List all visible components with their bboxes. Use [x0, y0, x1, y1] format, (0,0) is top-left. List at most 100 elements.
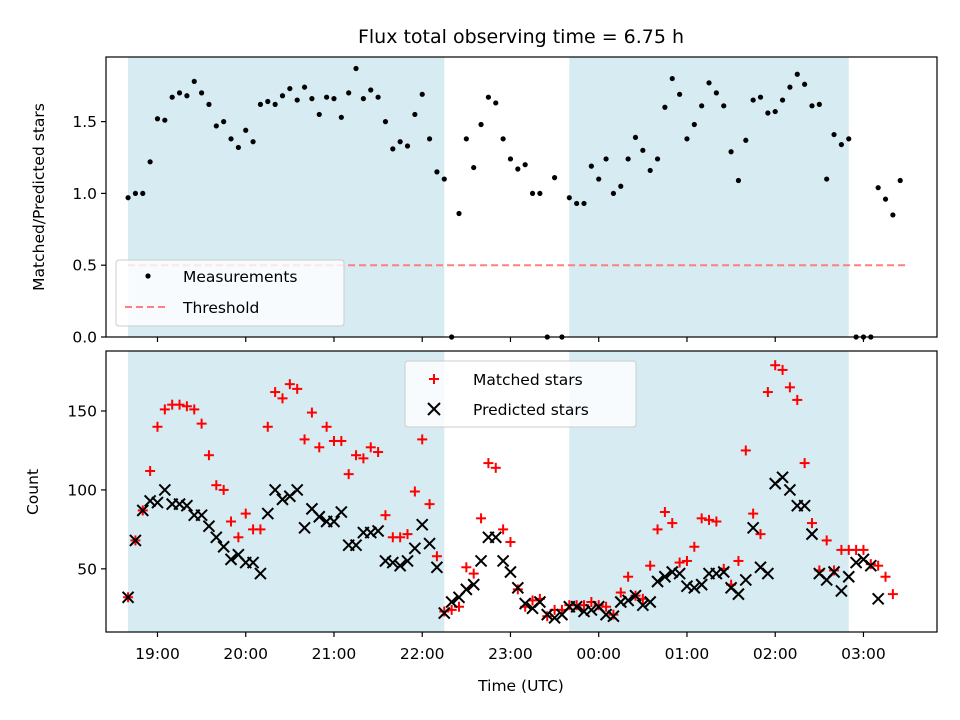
top-x-ticks [156, 337, 865, 342]
matched-point [704, 514, 715, 525]
measurement-point [404, 143, 411, 149]
bottom-axes-frame [105, 350, 938, 633]
matched-point [321, 421, 332, 432]
predicted-point [290, 483, 304, 497]
measurement-point [309, 96, 315, 102]
measurement-point [176, 90, 183, 96]
x-tick-label: 20:00 [223, 645, 268, 663]
measurement-point [206, 101, 212, 107]
predicted-point [717, 565, 730, 579]
x-axis-label: Time (UTC) [477, 677, 564, 695]
predicted-point [842, 570, 855, 583]
matched-point [351, 450, 362, 461]
measurement-point [456, 210, 462, 217]
measurement-point [831, 131, 837, 138]
matched-point [181, 401, 192, 412]
matched-point [615, 587, 626, 598]
predicted-point [629, 589, 642, 602]
bottom-legend-box [404, 360, 637, 428]
measurement-point [191, 78, 197, 85]
predicted-point [614, 595, 627, 609]
predicted-point [541, 608, 554, 621]
measurement-point [426, 136, 433, 142]
measurement-point [647, 167, 653, 174]
predicted-point [298, 521, 311, 535]
predicted-point [680, 580, 694, 593]
matched-point [667, 518, 678, 529]
measurement-point [816, 101, 822, 107]
matched-point [306, 407, 317, 418]
bottom-panel: 50 100 150 19:00 20:00 21:00 22:00 23:00 00:00 0… [24, 350, 938, 695]
matched-point [645, 560, 656, 571]
matched-point [777, 364, 788, 375]
matched-point [417, 434, 428, 445]
measurement-point [529, 190, 536, 197]
matched-point [299, 434, 310, 445]
predicted-point [423, 537, 436, 550]
predicted-point [393, 559, 407, 572]
x-tick-label: 00:00 [576, 645, 621, 663]
x-tick-label: 23:00 [488, 645, 533, 663]
measurement-point [301, 84, 308, 90]
measurement-point [522, 162, 528, 168]
matched-point [196, 418, 207, 429]
top-panel: 0.0 0.5 1.0 1.5 Matched/Predicted stars Mea… [30, 56, 938, 347]
matched-point [696, 513, 707, 524]
x-tick-label: 03:00 [841, 645, 886, 663]
measurement-point [537, 190, 543, 197]
chart-title: Flux total observing time = 6.75 h [358, 26, 684, 48]
measurement-point [677, 91, 683, 97]
matched-point [358, 453, 369, 464]
predicted-point [254, 567, 267, 580]
matched-point [431, 551, 442, 562]
measurement-point [294, 97, 300, 103]
measurement-point [875, 185, 881, 191]
measurement-point [772, 108, 778, 115]
measurement-point [632, 134, 639, 141]
matched-point [402, 529, 413, 540]
measurement-point [809, 103, 815, 109]
matched-point [784, 382, 795, 393]
measurement-point [397, 139, 403, 145]
x-tick-label: 01:00 [665, 645, 710, 663]
predicted-point [349, 538, 363, 552]
matched-point [858, 544, 869, 555]
measurement-point [478, 121, 484, 128]
bottom-x-ticks: 19:00 20:00 21:00 22:00 23:00 00:00 01:00 02:00… [135, 632, 886, 663]
predicted-point [504, 565, 517, 579]
measurement-point [596, 176, 602, 182]
measurement-point [382, 119, 389, 125]
measurement-point [257, 101, 264, 107]
predicted-point [246, 556, 260, 569]
measurement-point [463, 136, 469, 142]
measurement-point [154, 116, 161, 122]
predicted-point [180, 499, 194, 512]
measurement-point [500, 136, 506, 142]
measurement-point [221, 119, 227, 125]
predicted-point [129, 534, 142, 547]
measurement-point [140, 190, 146, 197]
measurement-point [162, 117, 168, 123]
matched-point [887, 589, 898, 600]
measurement-point [199, 90, 205, 96]
predicted-point [621, 594, 635, 607]
measurement-point [316, 111, 322, 118]
predicted-point [210, 531, 223, 544]
measurement-point [507, 156, 514, 162]
predicted-point [548, 611, 561, 624]
measurement-point [493, 100, 499, 106]
predicted-point [445, 595, 458, 609]
measurement-point [603, 156, 609, 162]
predicted-point [496, 554, 510, 568]
measurement-point [691, 121, 697, 128]
predicted-point [158, 483, 172, 497]
bottom-y-tick-label: 100 [67, 481, 97, 499]
matched-point [174, 399, 185, 410]
matched-point [792, 394, 803, 405]
matched-point [343, 469, 354, 480]
measurement-point [765, 110, 771, 116]
predicted-point [746, 521, 760, 535]
predicted-stars-series [121, 471, 885, 624]
predicted-point [467, 578, 480, 591]
measurement-point [346, 90, 352, 96]
